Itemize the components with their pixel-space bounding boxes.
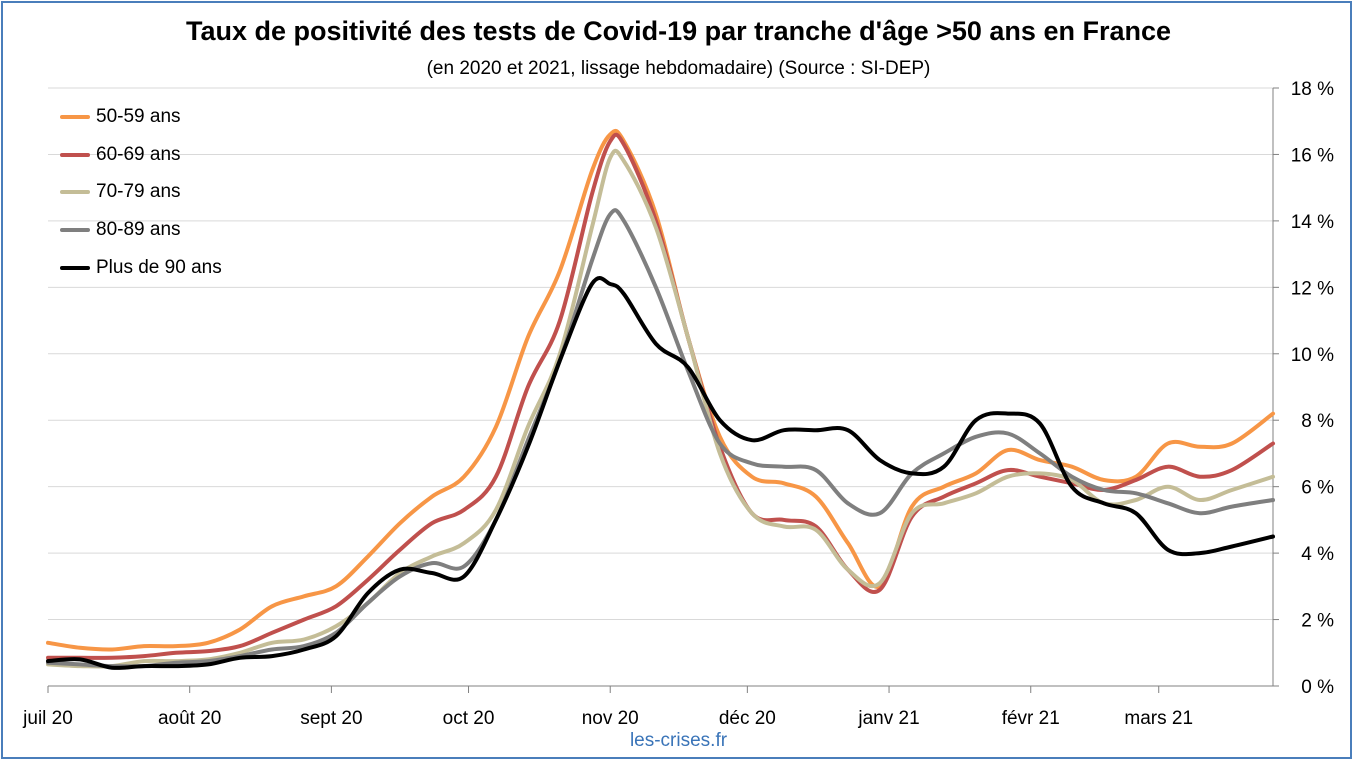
x-tick-label: oct 20: [443, 708, 495, 729]
x-tick-label: août 20: [158, 708, 221, 729]
x-tick-label: janv 21: [857, 708, 919, 729]
series-line-4: [46, 208, 1275, 669]
y-tick-label: 4 %: [1301, 544, 1334, 565]
legend-swatch: [60, 265, 90, 270]
x-tick-label: nov 20: [582, 708, 639, 729]
legend-swatch: [60, 152, 90, 157]
legend-item: 80-89 ans: [60, 211, 222, 249]
y-tick-label: 14 %: [1291, 212, 1334, 233]
gridlines: [48, 87, 1273, 621]
y-tick-label: 16 %: [1291, 145, 1334, 166]
series-line-5: [46, 276, 1275, 670]
legend-swatch: [60, 114, 90, 119]
legend-item: 60-69 ans: [60, 136, 222, 174]
y-tick-label: 8 %: [1301, 411, 1334, 432]
legend-label: 80-89 ans: [96, 218, 181, 240]
legend-item: 70-79 ans: [60, 173, 222, 211]
y-tick-label: 12 %: [1291, 278, 1334, 299]
y-tick-label: 2 %: [1301, 611, 1334, 632]
y-tick-label: 6 %: [1301, 478, 1334, 499]
legend-label: 70-79 ans: [96, 181, 181, 203]
x-tick-label: févr 21: [1002, 708, 1060, 729]
legend-label: 50-59 ans: [96, 105, 181, 127]
legend-swatch: [60, 227, 90, 232]
chart-title: Taux de positivité des tests de Covid-19…: [185, 16, 1171, 46]
y-tick-label: 18 %: [1291, 79, 1334, 100]
series-line-2: [46, 132, 1275, 660]
x-tick-label: juil 20: [22, 708, 73, 729]
legend-item: 50-59 ans: [60, 98, 222, 136]
chart-subtitle: (en 2020 et 2021, lissage hebdomadaire) …: [426, 58, 931, 79]
legend-swatch: [60, 190, 90, 195]
legend-item: Plus de 90 ans: [60, 249, 222, 287]
series-line-3: [46, 148, 1275, 669]
y-tick-label: 10 %: [1291, 345, 1334, 366]
series-line-1: [46, 128, 1275, 652]
legend-label: Plus de 90 ans: [96, 256, 222, 278]
legend: 50-59 ans 60-69 ans 70-79 ans 80-89 ans …: [60, 98, 222, 286]
axes: 0 % 2 % 4 % 6 % 8 % 10 % 12 % 14 % 16 % 18 % juil …: [22, 79, 1334, 729]
x-tick-label: mars 21: [1124, 708, 1193, 729]
y-tick-label: 0 %: [1301, 677, 1334, 698]
series-lines: [46, 128, 1275, 670]
x-tick-label: déc 20: [719, 708, 776, 729]
legend-label: 60-69 ans: [96, 143, 181, 165]
source-credit: les-crises.fr: [629, 730, 728, 751]
x-tick-label: sept 20: [300, 708, 362, 729]
